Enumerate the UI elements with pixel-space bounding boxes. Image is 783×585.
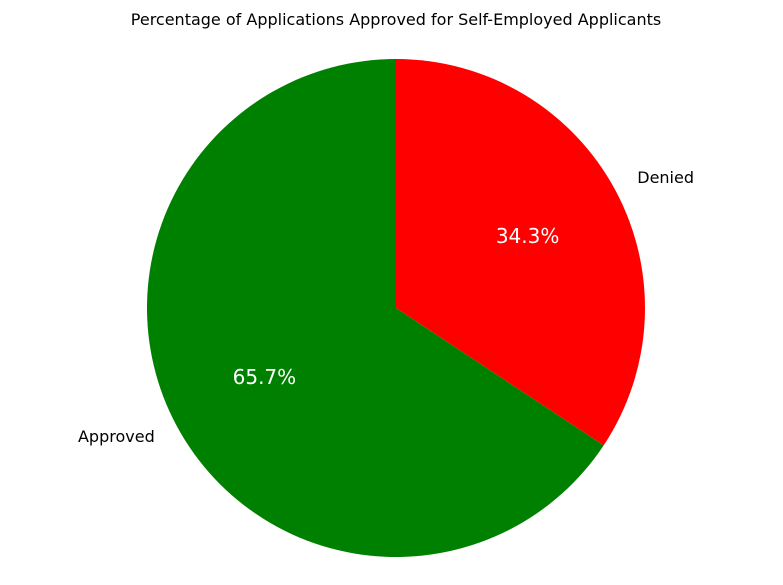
pie-slice-denied bbox=[396, 58, 645, 446]
slice-percent-denied: 34.3% bbox=[496, 224, 560, 248]
slice-label-approved: Approved bbox=[78, 427, 155, 446]
pie-slices bbox=[146, 58, 645, 557]
slice-percent-approved: 65.7% bbox=[233, 365, 297, 389]
pie-labels: Approved 65.7% Denied 34.3% bbox=[78, 168, 694, 446]
pie-slice-approved bbox=[146, 59, 604, 557]
slice-label-denied: Denied bbox=[637, 168, 694, 187]
chart-title: Percentage of Applications Approved for … bbox=[131, 10, 661, 29]
